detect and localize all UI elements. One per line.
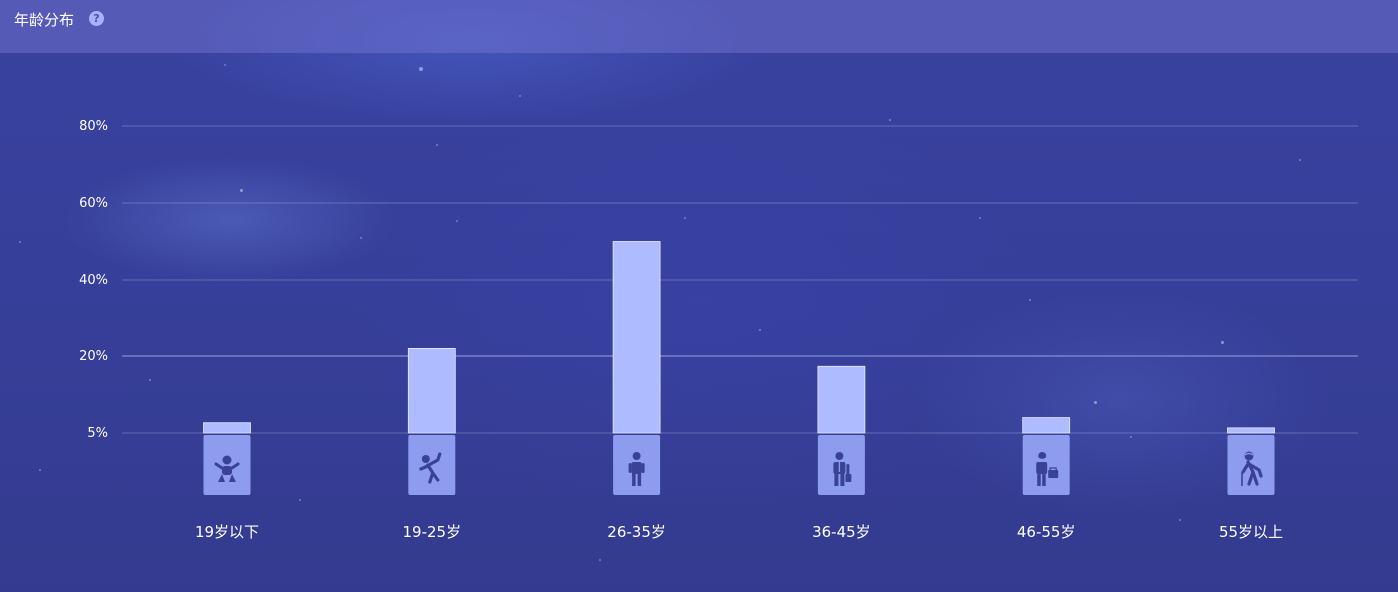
elderly-icon bbox=[1241, 451, 1263, 486]
star bbox=[1220, 340, 1224, 344]
star bbox=[519, 95, 521, 97]
y-tick-label: 5% bbox=[87, 426, 108, 441]
y-tick-label: 20% bbox=[79, 349, 108, 364]
star bbox=[1130, 436, 1132, 438]
middle-aged-icon bbox=[1036, 452, 1059, 486]
star bbox=[224, 64, 226, 66]
star bbox=[1179, 519, 1181, 521]
bar bbox=[407, 347, 456, 434]
icon-box bbox=[203, 435, 251, 495]
panel-header: 年龄分布 ? bbox=[0, 0, 1398, 53]
x-category-label: 19岁以下 bbox=[195, 523, 259, 541]
star bbox=[419, 67, 423, 71]
baby-icon bbox=[214, 455, 240, 482]
star bbox=[360, 237, 362, 239]
x-category-label: 19-25岁 bbox=[403, 523, 462, 541]
bar bbox=[1227, 427, 1275, 434]
star bbox=[889, 119, 891, 121]
panel-title: 年龄分布 bbox=[14, 11, 75, 29]
star bbox=[39, 469, 41, 471]
star bbox=[759, 329, 761, 331]
y-tick-label: 40% bbox=[79, 273, 108, 288]
star bbox=[1299, 159, 1301, 161]
child-icon bbox=[419, 452, 442, 484]
star bbox=[1093, 400, 1097, 404]
y-tick-label: 80% bbox=[79, 119, 108, 134]
star bbox=[149, 379, 151, 381]
x-category-label: 46-55岁 bbox=[1017, 523, 1076, 541]
bar bbox=[612, 241, 661, 434]
x-category-label: 26-35岁 bbox=[607, 523, 666, 541]
star bbox=[436, 144, 438, 146]
bar bbox=[203, 422, 251, 434]
bar bbox=[817, 365, 866, 434]
y-tick-label: 60% bbox=[79, 196, 108, 211]
star bbox=[1029, 299, 1031, 301]
star bbox=[979, 217, 981, 219]
young-adult-icon bbox=[628, 452, 645, 486]
help-icon[interactable]: ? bbox=[89, 11, 104, 26]
businessman-icon bbox=[833, 452, 852, 486]
star bbox=[684, 217, 686, 219]
star bbox=[239, 188, 243, 192]
x-category-label: 36-45岁 bbox=[812, 523, 871, 541]
star bbox=[456, 220, 458, 222]
star bbox=[299, 499, 301, 501]
star bbox=[599, 559, 601, 561]
bar bbox=[1022, 417, 1071, 434]
x-category-label: 55岁以上 bbox=[1219, 523, 1283, 541]
star bbox=[19, 241, 21, 243]
